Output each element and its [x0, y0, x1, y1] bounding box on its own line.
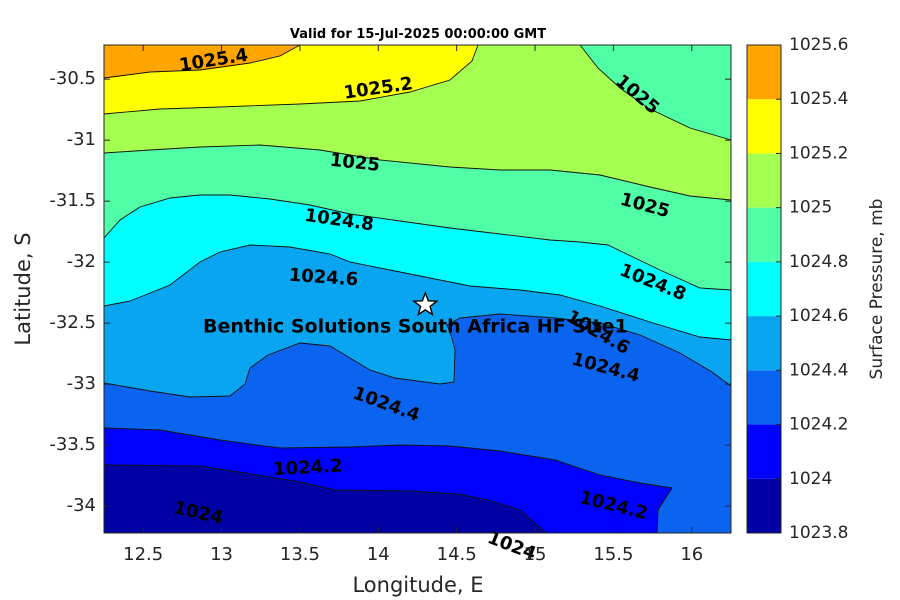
colorbar-tick-label: 1024.6 [789, 306, 848, 326]
colorbar-tick-label: 1024.2 [789, 415, 848, 435]
y-axis-ticks: -30.5 -31 -31.5 -32 -32.5 -33 -33.5 -34 [49, 68, 731, 516]
colorbar-segment [747, 316, 781, 371]
x-tick-label: 15.5 [593, 544, 633, 565]
contour-label: 1025 [329, 150, 381, 176]
colorbar: 1023.8 1024 1024.2 1024.4 1024.6 1024.8 1025 10… [746, 35, 848, 543]
y-tick-label: -33 [67, 373, 96, 394]
colorbar-label: Surface Pressure, mb [867, 199, 887, 380]
x-tick-label: 16 [680, 544, 703, 565]
colorbar-segment [747, 370, 781, 425]
contour-line [103, 144, 732, 201]
x-tick-label: 14 [367, 544, 390, 565]
y-tick-label: -31 [67, 129, 96, 150]
contour-line [579, 44, 732, 141]
colorbar-segment [747, 261, 781, 317]
contour-line [103, 244, 732, 341]
colorbar-tick-label: 1025 [789, 198, 832, 218]
contour-line [103, 313, 732, 398]
colorbar-segment [747, 45, 781, 100]
site-label: Benthic Solutions South Africa HF Site1 [203, 315, 628, 337]
y-tick-label: -30.5 [49, 68, 96, 89]
colorbar-frame [746, 44, 782, 534]
site-marker: Benthic Solutions South Africa HF Site1 [203, 290, 628, 337]
colorbar-segment [747, 207, 781, 262]
colorbar-tick-label: 1024 [789, 469, 832, 489]
contour-bands [104, 45, 731, 533]
x-tick-label: 13 [210, 544, 233, 565]
x-tick-label: 15 [524, 544, 547, 565]
x-tick-label: 12.5 [123, 544, 163, 565]
contour-line [103, 44, 301, 79]
x-tick-label: 13.5 [280, 544, 320, 565]
contour-line [103, 44, 479, 115]
x-tick-label: 14.5 [437, 544, 477, 565]
y-tick-label: -32 [67, 251, 96, 272]
chart-title: Valid for 15-Jul-2025 00:00:00 GMT [290, 27, 546, 42]
colorbar-segment [747, 424, 781, 479]
contour-lines [103, 44, 732, 534]
colorbar-segment [747, 153, 781, 208]
site-star-icon [411, 290, 439, 317]
colorbar-tick-label: 1024.4 [789, 360, 848, 380]
colorbar-tick-label: 1025.4 [789, 89, 848, 109]
contour-label: 1024.6 [288, 265, 359, 291]
y-tick-label: -32.5 [49, 312, 96, 333]
colorbar-tick-label: 1025.6 [789, 35, 848, 55]
y-tick-label: -31.5 [49, 190, 96, 211]
colorbar-tick-label: 1024.8 [789, 252, 848, 272]
contour-line [103, 464, 547, 534]
band-1024.8-1025-ne [580, 45, 731, 140]
y-tick-label: -33.5 [49, 434, 96, 455]
x-axis-ticks: 12.5 13 13.5 14 14.5 15 15.5 16 [123, 45, 703, 565]
y-tick-label: -34 [67, 495, 96, 516]
plot-frame [103, 44, 732, 534]
band-1023.8-1024 [104, 465, 546, 533]
colorbar-segment [747, 478, 781, 533]
colorbar-segment [747, 99, 781, 154]
y-axis-label: Latitude, S [11, 232, 35, 345]
contour-label: 1024.2 [273, 456, 343, 481]
contour-line [103, 194, 732, 291]
band-1025.4-1025.6 [104, 45, 300, 78]
contour-line [103, 427, 673, 534]
colorbar-tick-label: 1023.8 [789, 523, 848, 543]
x-axis-label: Longitude, E [352, 573, 483, 597]
colorbar-tick-label: 1025.2 [789, 143, 848, 163]
